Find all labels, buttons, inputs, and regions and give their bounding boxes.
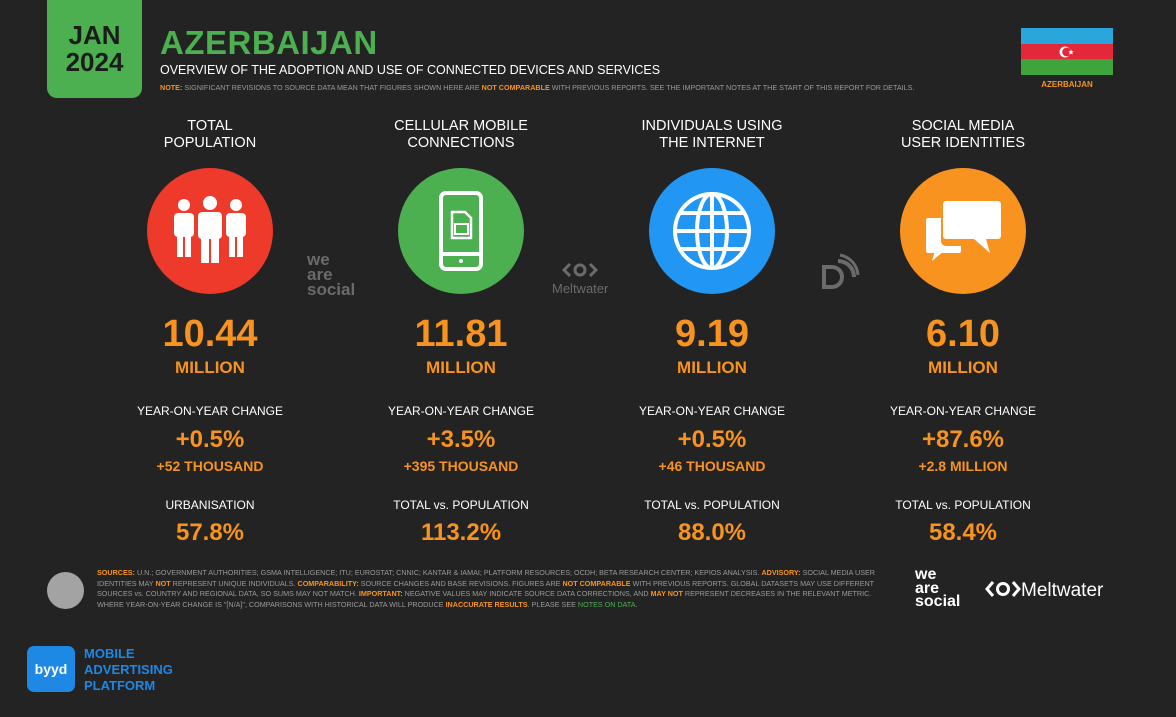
stat-column-population: TOTAL POPULATION 10.44 MILLION YEAR-ON-Y… (95, 118, 325, 547)
stat-value: 11.81 (414, 313, 508, 355)
yoy-label: YEAR-ON-YEAR CHANGE (638, 404, 786, 418)
stat-title: SOCIAL MEDIA USER IDENTITIES (900, 118, 1026, 151)
yoy-label: YEAR-ON-YEAR CHANGE (387, 404, 535, 418)
sub-value: 58.4% (928, 519, 998, 546)
page-marker-circle (47, 572, 84, 609)
chat-bubbles-icon (900, 168, 1026, 294)
note-highlight: NOT COMPARABLE (481, 83, 550, 92)
stat-column-social: SOCIAL MEDIA USER IDENTITIES 6.10 MILLIO… (848, 118, 1078, 547)
stat-value: 9.19 (675, 313, 749, 355)
note-label: NOTE: (160, 83, 183, 92)
mobile-phone-icon (398, 168, 524, 294)
yoy-percent: +0.5% (677, 426, 747, 453)
stat-value: 6.10 (926, 313, 1000, 355)
page-subtitle: OVERVIEW OF THE ADOPTION AND USE OF CONN… (160, 63, 661, 77)
sub-value: 88.0% (677, 519, 747, 546)
we-are-social-watermark: we are social (307, 250, 356, 299)
meltwater-logo-icon (562, 262, 599, 278)
stat-unit: MILLION (928, 358, 998, 377)
globe-icon (649, 168, 775, 294)
meltwater-logo: Meltwater (985, 580, 1103, 602)
note-text-2: WITH PREVIOUS REPORTS. SEE THE IMPORTANT… (551, 83, 915, 92)
sub-value: 57.8% (175, 519, 245, 546)
sub-label: TOTAL vs. POPULATION (895, 498, 1031, 512)
flag-label: AZERBAIJAN (1041, 80, 1093, 89)
byyd-badge: byyd (27, 646, 75, 692)
sub-value: 113.2% (420, 519, 502, 546)
stat-unit: MILLION (175, 358, 245, 377)
yoy-percent: +3.5% (426, 426, 496, 453)
sub-label: TOTAL vs. POPULATION (644, 498, 780, 512)
sub-label: URBANISATION (165, 498, 255, 512)
yoy-percent: +0.5% (175, 426, 245, 453)
yoy-absolute: +2.8 MILLION (918, 458, 1008, 474)
page-title: AZERBAIJAN (160, 24, 378, 61)
stat-title: CELLULAR MOBILE CONNECTIONS (394, 118, 528, 151)
yoy-absolute: +395 THOUSAND (403, 458, 519, 474)
date-year: 2024 (65, 47, 124, 77)
date-badge: JAN 2024 (47, 0, 142, 98)
yoy-percent: +87.6% (921, 426, 1005, 453)
yoy-label: YEAR-ON-YEAR CHANGE (889, 404, 1037, 418)
sub-label: TOTAL vs. POPULATION (393, 498, 529, 512)
yoy-label: YEAR-ON-YEAR CHANGE (136, 404, 284, 418)
people-icon (147, 168, 273, 294)
dataportal-icon (820, 253, 860, 296)
note-text-1: SIGNIFICANT REVISIONS TO SOURCE DATA MEA… (184, 83, 480, 92)
date-month: JAN (68, 20, 121, 50)
stat-title: TOTAL POPULATION (163, 118, 257, 151)
stat-column-mobile: CELLULAR MOBILE CONNECTIONS 11.81 MILLIO… (346, 118, 576, 547)
sources-text: SOURCES: U.N.; GOVERNMENT AUTHORITIES; G… (97, 568, 876, 609)
azerbaijan-flag-icon (1021, 28, 1113, 75)
notes-on-data-link[interactable]: NOTES ON DATA (577, 599, 636, 609)
sponsor-text: MOBILE ADVERTISING PLATFORM (84, 646, 173, 693)
meltwater-logo-icon (985, 581, 1021, 597)
stat-title: INDIVIDUALS USING THE INTERNET (641, 118, 783, 151)
yoy-absolute: +46 THOUSAND (658, 458, 766, 474)
we-are-social-logo: we are social (915, 566, 961, 610)
stat-unit: MILLION (677, 358, 747, 377)
stat-value: 10.44 (162, 313, 258, 355)
stat-unit: MILLION (426, 358, 496, 377)
stat-column-internet: INDIVIDUALS USING THE INTERNET 9.19 MILL… (597, 118, 827, 547)
header-note: NOTE: SIGNIFICANT REVISIONS TO SOURCE DA… (160, 83, 914, 92)
meltwater-watermark: Meltwater (552, 262, 608, 296)
yoy-absolute: +52 THOUSAND (156, 458, 264, 474)
